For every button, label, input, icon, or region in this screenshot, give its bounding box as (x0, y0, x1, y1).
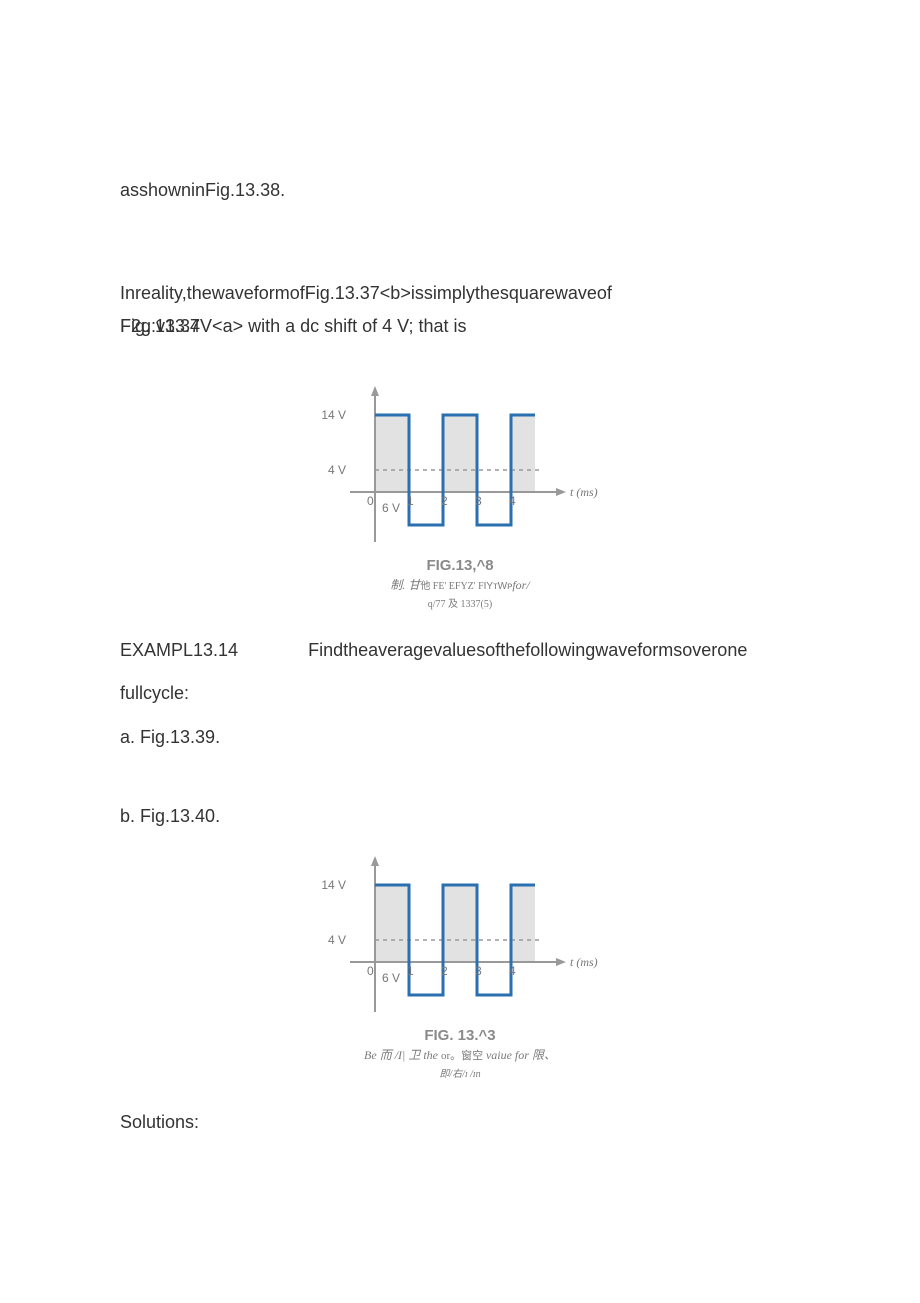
list-item-b: b. Fig.13.40. (120, 806, 800, 827)
ylabel-6v: 6 V (382, 501, 400, 515)
paragraph-1: asshowninFig.13.38. (120, 178, 800, 203)
svg-text:2: 2 (441, 964, 448, 978)
svg-text:3: 3 (475, 494, 482, 508)
page: asshowninFig.13.38. Inreality,thewavefor… (0, 0, 920, 1303)
example-continuation: fullcycle: (120, 681, 800, 706)
fig2-caption-line1: FIG. 13.^3 (424, 1027, 495, 1044)
svg-text:6 V: 6 V (382, 971, 400, 985)
figure-13-40: 14 V 4 V 6 V 0 1 2 3 4 t (ms) FIG. 13.^3… (120, 842, 800, 1080)
svg-text:1: 1 (407, 494, 414, 508)
fig1-caption-line2: 制. 甘他 FE' EFYZ' FIYᴛWᴘfor/ (390, 576, 529, 593)
fig2-caption-line2: Be 而 /I| 卫 the or。窗空 vaiue for 限、 (364, 1046, 556, 1063)
example-label: EXAMPL13.14 (120, 640, 238, 661)
square-wave-chart-1: 14 V 4 V 6 V 0 1 2 3 4 t (ms) (310, 372, 610, 547)
svg-text:4: 4 (509, 964, 516, 978)
paragraph-2: Inreality,thewaveformofFig.13.37<b>issim… (120, 281, 800, 306)
ylabel-4v: 4 V (328, 463, 346, 477)
svg-text:0: 0 (367, 494, 374, 508)
square-wave-chart-2: 14 V 4 V 6 V 0 1 2 3 4 t (ms) (310, 842, 610, 1017)
example-text: Findtheaveragevaluesofthefollowingwavefo… (308, 640, 747, 661)
svg-text:t (ms): t (ms) (570, 955, 598, 969)
svg-text:4 V: 4 V (328, 933, 346, 947)
figure-13-38: 14 V 4 V 6 V 0 1 2 3 4 t (ms) FIG.13,^8 … (120, 372, 800, 610)
svg-text:3: 3 (475, 964, 482, 978)
svg-text:0: 0 (367, 964, 374, 978)
svg-text:2: 2 (441, 494, 448, 508)
fig1-caption-line3: q/77 及 1337(5) (428, 595, 492, 610)
x-axis-label: t (ms) (570, 485, 598, 499)
fig1-caption-line1: FIG.13,^8 (426, 557, 493, 574)
svg-text:14 V: 14 V (321, 878, 346, 892)
svg-text:1: 1 (407, 964, 414, 978)
list-item-a: a. Fig.13.39. (120, 727, 800, 748)
solutions-heading: Solutions: (120, 1110, 800, 1135)
fig2-caption-line3: 即/右/ɪ /ɪn (439, 1065, 480, 1080)
ylabel-14v: 14 V (321, 408, 346, 422)
paragraph-3-overlay: Fig. 13.37 F2g:v13.4V<a> with a dc shift… (120, 316, 800, 342)
example-13-14-row: EXAMPL13.14 Findtheaveragevaluesofthefol… (120, 640, 800, 661)
svg-text:4: 4 (509, 494, 516, 508)
paragraph-3a: F2g:v13.4V<a> with a dc shift of 4 V; th… (120, 316, 467, 337)
